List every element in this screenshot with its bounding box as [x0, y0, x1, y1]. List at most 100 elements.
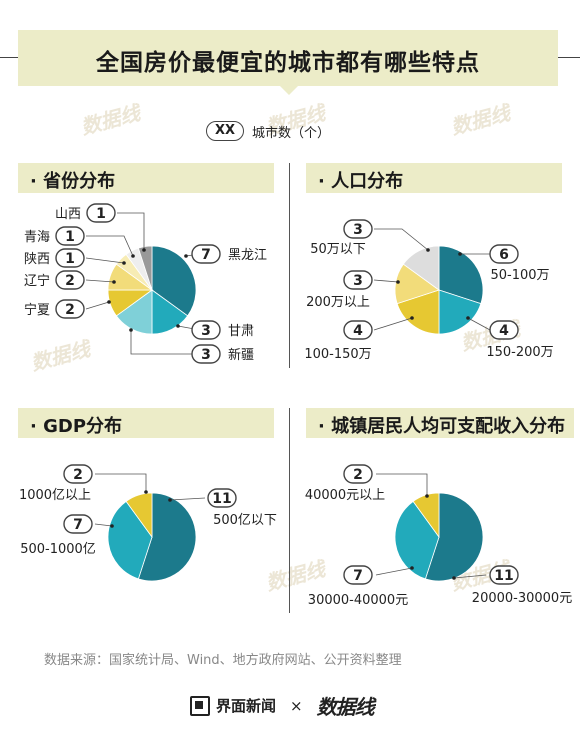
pie-slice [402, 245, 440, 291]
slice-value: 3 [353, 222, 363, 238]
slice-label: 1000亿以上 [19, 488, 91, 503]
value-pill [207, 488, 237, 508]
section-gdp: · GDP分布 [18, 408, 274, 438]
pie-slice [151, 245, 197, 317]
pie-slice [137, 492, 197, 582]
footer: 界面新闻 × 数据线 [190, 691, 375, 720]
footer-times: × [290, 696, 303, 715]
connector-line [373, 279, 399, 283]
connector-dot [142, 248, 146, 252]
pie-slice [107, 500, 153, 580]
slice-value: 1 [65, 229, 75, 245]
slice-label: 甘肃 [228, 324, 254, 339]
connector-line [374, 228, 429, 251]
pie-slice [412, 492, 440, 539]
connector-dot [426, 248, 430, 252]
section-income: · 城镇居民人均可支配收入分布 [306, 408, 574, 438]
value-pill [86, 203, 116, 223]
title-line-left [0, 57, 18, 58]
slice-value: 2 [73, 467, 83, 483]
slice-label: 100-150万 [304, 347, 371, 362]
section-income-title: · 城镇居民人均可支配收入分布 [318, 416, 566, 437]
slice-label: 新疆 [228, 347, 254, 363]
title-banner: 全国房价最便宜的城市都有哪些特点 [18, 30, 558, 86]
connector-line [453, 574, 487, 579]
slice-label: 陕西 [24, 252, 50, 267]
slice-value: 1 [96, 206, 106, 222]
title-notch [279, 85, 299, 95]
pie-slice [125, 492, 153, 539]
slice-label: 500亿以下 [213, 513, 277, 528]
slice-label: 宁夏 [24, 302, 50, 318]
connector-line [85, 279, 115, 283]
value-pill [63, 464, 93, 484]
slice-value: 3 [353, 273, 363, 289]
connector-line [130, 330, 196, 355]
value-pill [191, 344, 221, 364]
slice-value: 6 [499, 247, 509, 263]
value-pill [343, 320, 373, 340]
slice-value: 4 [499, 323, 509, 339]
slice-value: 4 [353, 323, 363, 339]
value-pill [191, 244, 221, 264]
connector-dot [107, 300, 111, 304]
divider-top [289, 163, 290, 368]
slice-value: 11 [494, 568, 513, 584]
connector-dot [458, 252, 462, 256]
value-pill [55, 270, 85, 290]
slice-label: 500-1000亿 [20, 542, 96, 557]
section-population: · 人口分布 [306, 163, 562, 193]
slice-label: 青海 [24, 230, 50, 245]
connector-dot [452, 576, 456, 580]
value-pill [489, 320, 519, 340]
connector-dot [131, 254, 135, 258]
value-pill [343, 270, 373, 290]
value-pill [63, 514, 93, 534]
slice-label: 辽宁 [24, 273, 50, 289]
section-population-title: · 人口分布 [318, 171, 404, 192]
pie-slice [137, 245, 153, 291]
connector-line [375, 567, 413, 576]
connector-dot [410, 316, 414, 320]
connector-dot [129, 328, 133, 332]
value-pill [343, 464, 373, 484]
section-province: · 省份分布 [18, 163, 274, 193]
connector-dot [466, 316, 470, 320]
pie-slice [396, 289, 440, 335]
connector-line [117, 212, 145, 250]
slice-label: 40000元以上 [305, 488, 385, 503]
legend-label: 城市数（个） [252, 125, 331, 141]
value-pill [489, 244, 519, 264]
connector-dot [122, 261, 126, 265]
slice-value: 1 [65, 251, 75, 267]
slice-label: 20000-30000元 [472, 591, 572, 606]
pie-slice [438, 289, 482, 335]
connector-line [94, 523, 113, 527]
connector-dot [410, 566, 414, 570]
connector-line [376, 473, 428, 496]
legend-sample: XX [206, 121, 245, 141]
connector-dot [184, 254, 188, 258]
connector-dot [425, 494, 429, 498]
slice-label: 200万以上 [306, 295, 370, 310]
connector-dot [176, 324, 180, 328]
slice-label: 50万以下 [310, 242, 366, 257]
divider-bottom [289, 408, 290, 613]
value-pill [55, 299, 85, 319]
page-title: 全国房价最便宜的城市都有哪些特点 [96, 50, 480, 76]
slice-value: 3 [201, 323, 211, 339]
footer-brand: 界面新闻 [216, 697, 277, 715]
value-pill [55, 226, 85, 246]
value-pill [343, 219, 373, 239]
connector-dot [144, 490, 148, 494]
section-gdp-title: · GDP分布 [30, 416, 123, 437]
slice-label: 山西 [55, 207, 81, 222]
title-line-right [558, 57, 580, 58]
slice-value: 3 [201, 347, 211, 363]
slice-label: 30000-40000元 [308, 593, 408, 608]
value-pill [343, 565, 373, 585]
value-pill [191, 320, 221, 340]
pie-slice [394, 500, 440, 580]
pie-slice [438, 245, 484, 305]
